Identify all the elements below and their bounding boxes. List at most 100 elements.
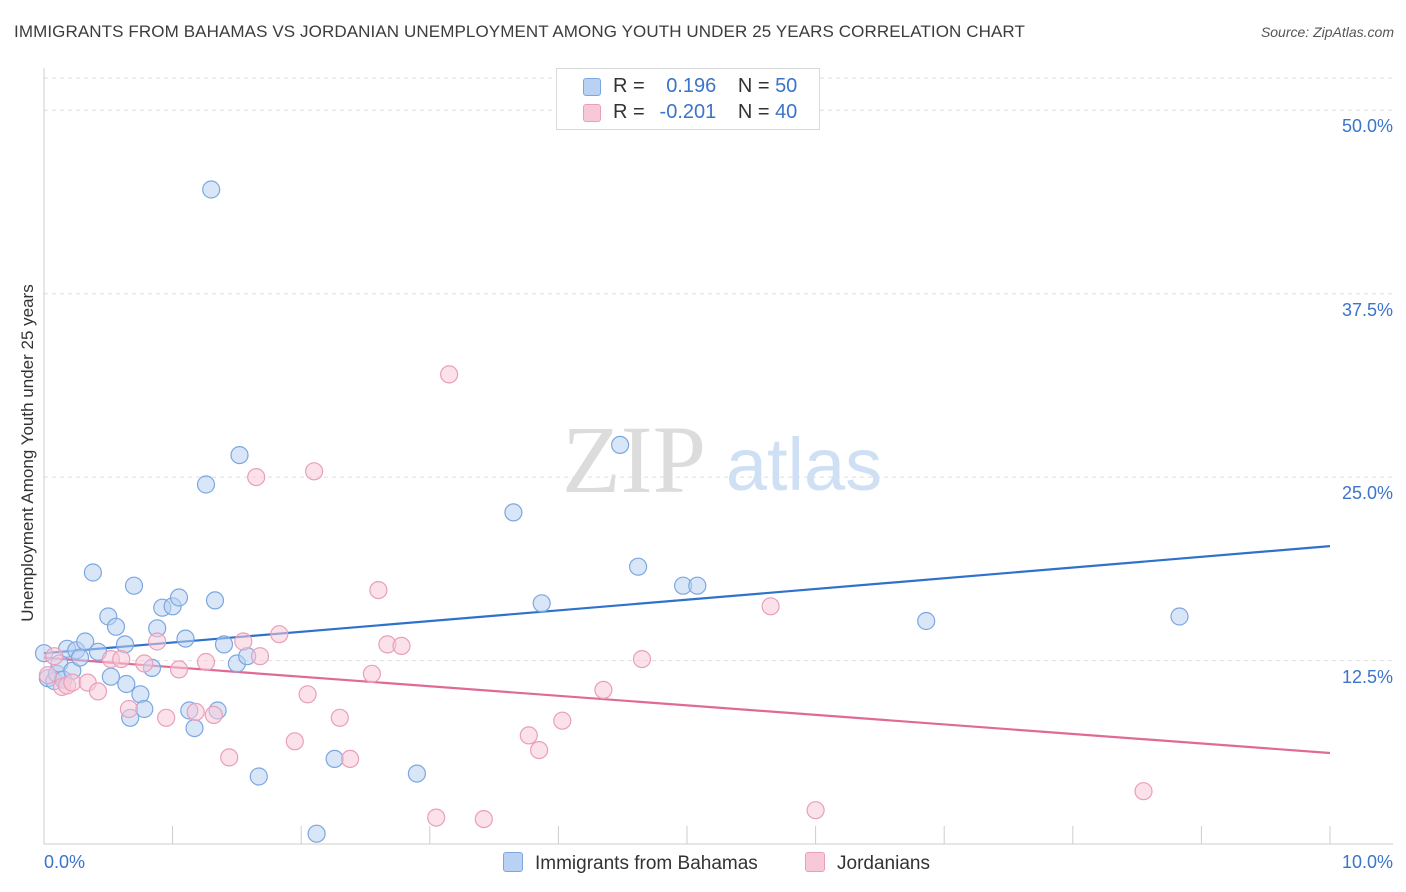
bahamas-point-15: [106, 617, 126, 636]
bahamas-point-31: [202, 180, 221, 199]
y-tick-label-2: 37.5%: [1341, 299, 1393, 320]
jordanians-point-10: [135, 654, 154, 673]
jordanians-point-33: [474, 809, 493, 829]
bahamas-point-45: [628, 557, 648, 576]
legend-item-bahamas[interactable]: Immigrants from Bahamas: [503, 852, 758, 875]
jordanians-swatch: [583, 104, 601, 122]
bahamas-point-21: [135, 699, 154, 719]
bahamas-point-26: [169, 588, 189, 607]
data-points: [34, 180, 1189, 843]
jordanians-point-20: [250, 647, 270, 666]
jordanians-point-38: [632, 649, 652, 669]
bahamas-point-34: [214, 635, 234, 654]
bahamas-point-11: [83, 563, 103, 582]
bahamas-point-38: [249, 767, 268, 786]
axes: [43, 68, 1393, 845]
jordanians-point-39: [761, 597, 780, 616]
bahamas-point-40: [325, 749, 344, 769]
jordanians-n-label: N =: [737, 101, 770, 123]
legend-jordanians-swatch: [805, 852, 825, 872]
jordanians-point-30: [392, 636, 411, 656]
jordanians-point-8: [112, 649, 131, 669]
y-tick-label-3: 50.0%: [1341, 116, 1393, 137]
x-axis-max-label: 10.0%: [1341, 852, 1393, 872]
stats-legend: R = 0.196 N = 50 R = -0.201 N = 40: [556, 68, 820, 130]
jordanians-point-4: [63, 673, 82, 692]
bahamas-n-label: N =: [737, 75, 770, 97]
jordanians-point-32: [440, 365, 459, 384]
legend-bahamas-swatch: [503, 852, 523, 872]
bahamas-point-30: [196, 475, 216, 494]
jordanians-point-35: [529, 740, 549, 760]
jordanians-point-25: [330, 708, 349, 727]
jordanians-point-14: [186, 702, 205, 722]
jordanians-point-6: [88, 682, 108, 701]
bahamas-r-label: R =: [613, 75, 645, 97]
bahamas-point-14: [101, 667, 121, 686]
jordanians-point-31: [427, 808, 446, 827]
chart-title: IMMIGRANTS FROM BAHAMAS VS JORDANIAN UNE…: [14, 22, 1025, 41]
bahamas-point-43: [532, 594, 551, 613]
watermark: ZIP atlas: [562, 406, 882, 513]
jordanians-point-21: [270, 625, 289, 644]
x-axis-min-label: 0.0%: [44, 852, 86, 872]
jordanians-r-value: -0.201: [659, 101, 717, 123]
bahamas-r-value: 0.196: [666, 75, 717, 97]
gridlines: [44, 77, 1393, 662]
bahamas-point-47: [688, 576, 707, 595]
jordanians-point-16: [204, 705, 223, 725]
chart-source: Source: ZipAtlas.com: [1260, 24, 1394, 40]
bahamas-point-36: [230, 446, 249, 465]
jordanians-point-1: [45, 647, 64, 666]
jordanians-point-18: [234, 632, 253, 651]
legend-bahamas-label: Immigrants from Bahamas: [535, 853, 758, 874]
jordanians-point-15: [196, 652, 216, 672]
legend-jordanians-label: Jordanians: [837, 853, 930, 874]
bahamas-point-27: [176, 629, 195, 648]
jordanians-point-9: [119, 699, 138, 719]
jordanians-point-28: [369, 580, 388, 600]
jordanians-point-24: [305, 462, 324, 481]
bahamas-point-9: [70, 648, 90, 667]
y-tick-label-1: 25.0%: [1341, 483, 1393, 504]
bahamas-point-29: [185, 718, 204, 738]
bahamas-point-19: [124, 576, 144, 595]
jordanians-point-37: [594, 680, 613, 700]
jordanians-point-34: [519, 726, 538, 745]
jordanians-points: [38, 365, 1153, 829]
bahamas-point-49: [1170, 607, 1189, 626]
watermark-zip: ZIP: [562, 406, 706, 513]
jordanians-point-12: [157, 708, 176, 727]
jordanians-point-0: [38, 666, 58, 685]
jordanians-point-23: [298, 685, 317, 704]
bahamas-point-44: [610, 435, 630, 454]
bahamas-point-39: [307, 824, 326, 843]
bahamas-point-48: [917, 611, 936, 631]
bahamas-point-17: [117, 674, 136, 694]
bahamas-point-41: [407, 764, 426, 783]
jordanians-point-17: [220, 748, 239, 767]
bahamas-trendline: [43, 545, 1331, 655]
jordanians-point-11: [148, 632, 167, 651]
bahamas-swatch: [583, 78, 601, 96]
bahamas-point-42: [504, 503, 523, 522]
legend-item-jordanians[interactable]: Jordanians: [805, 852, 930, 875]
jordanians-point-41: [1134, 782, 1153, 801]
jordanians-point-40: [806, 801, 825, 820]
bahamas-point-10: [76, 632, 95, 651]
jordanians-n-value: 40: [775, 101, 798, 123]
bahamas-point-32: [205, 591, 225, 610]
jordanians-point-36: [553, 711, 572, 730]
jordanians-point-19: [247, 468, 266, 487]
jordanians-point-13: [169, 660, 189, 679]
y-axis-title: Unemployment Among Youth under 25 years: [18, 284, 37, 622]
jordanians-trendline: [43, 656, 1331, 755]
jordanians-point-26: [341, 749, 360, 769]
jordanians-point-27: [362, 664, 381, 683]
jordanians-r-label: R =: [613, 101, 645, 123]
bahamas-n-value: 50: [775, 75, 798, 97]
y-tick-label-0: 12.5%: [1341, 666, 1393, 687]
watermark-atlas: atlas: [726, 423, 882, 506]
trendlines: [43, 545, 1331, 755]
jordanians-point-22: [285, 732, 304, 751]
